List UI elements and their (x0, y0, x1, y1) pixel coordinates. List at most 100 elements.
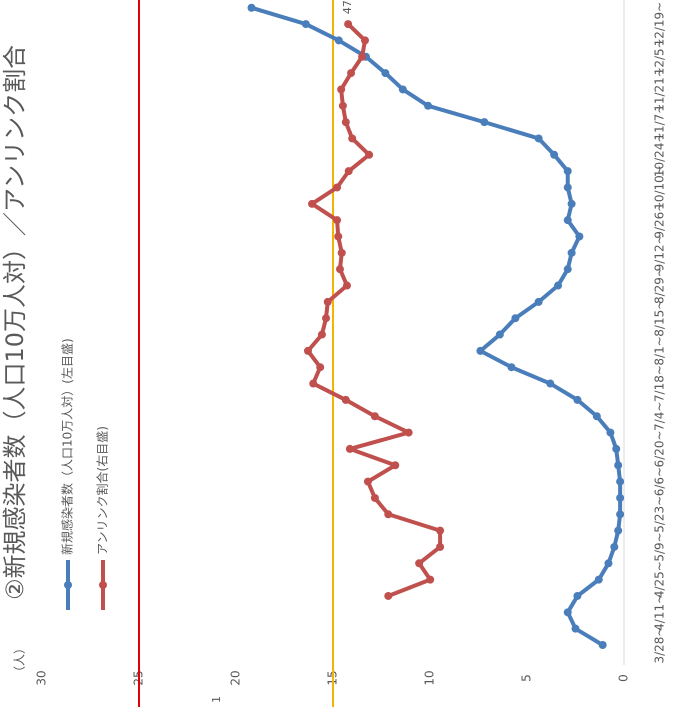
x-tick-label: 10/24~ (653, 132, 667, 177)
point (337, 248, 346, 257)
point (606, 428, 615, 437)
point (426, 575, 435, 584)
y-axis-unit: （人） (13, 642, 27, 678)
point (616, 510, 625, 519)
point (404, 428, 413, 437)
point (317, 330, 326, 339)
point (338, 101, 347, 110)
rotated-chart: ②新規感染者数（人口10万人対）／アンリンク割合 （人） 1 051015202… (1, 0, 667, 707)
point (384, 510, 393, 519)
point (534, 297, 543, 306)
point (592, 412, 601, 421)
point (598, 641, 607, 649)
point (612, 444, 621, 453)
point (550, 150, 559, 159)
point (573, 395, 582, 404)
y-tick-label: 0 (617, 674, 631, 682)
x-tick-label: 7/18~ (653, 365, 667, 402)
point (361, 36, 370, 45)
legend-label: 新規感染者数（人口10万人対）(左目盛) (60, 338, 75, 555)
point (335, 265, 344, 274)
point (363, 477, 372, 486)
x-tick-label: 4/11~ (653, 594, 667, 631)
point (415, 559, 424, 568)
point (398, 85, 407, 94)
x-tick-label: 12/19~ (653, 2, 667, 47)
point (594, 575, 603, 584)
point (370, 412, 379, 421)
point (333, 216, 342, 225)
point (347, 69, 356, 78)
point (247, 3, 256, 12)
y-tick-label: 20 (229, 670, 243, 685)
y-tick-label: 5 (520, 674, 534, 682)
point (323, 297, 332, 306)
point (436, 526, 445, 535)
x-tick-label: 9/12~ (653, 234, 667, 271)
point (334, 232, 343, 241)
x-tick-label: 3/28~ (653, 626, 667, 663)
series-line (250, 5, 623, 647)
point (495, 330, 504, 339)
point (616, 493, 625, 502)
point (303, 346, 312, 355)
point (348, 134, 357, 143)
point (604, 559, 613, 568)
point (381, 69, 390, 78)
point (480, 118, 489, 127)
point (344, 20, 353, 29)
x-tick-label: 10/10~ (653, 165, 667, 210)
point (573, 591, 582, 600)
chart-title: ②新規感染者数（人口10万人対）／アンリンク割合 (1, 45, 29, 600)
point (614, 461, 623, 470)
x-tick-label: 6/6~ (653, 467, 667, 496)
x-tick-label: 8/15~ (653, 300, 667, 337)
point (370, 493, 379, 502)
point (563, 608, 572, 617)
x-tick-label: 12/5~ (653, 38, 667, 75)
point (610, 542, 619, 551)
x-tick-label: 5/23~ (653, 496, 667, 533)
point (342, 281, 351, 290)
x-tick-label: 7/4~ (653, 402, 667, 431)
x-tick-label: 4/25~ (653, 561, 667, 598)
legend-marker (64, 581, 72, 589)
data-label: 47 (341, 0, 354, 14)
point (316, 363, 325, 372)
point (337, 85, 346, 94)
point (384, 591, 393, 600)
point (322, 314, 331, 323)
point (616, 477, 625, 486)
point (567, 248, 576, 257)
point (301, 20, 310, 29)
point (308, 199, 317, 208)
point (334, 36, 343, 45)
point (614, 526, 623, 535)
point (563, 167, 572, 176)
x-tick-label: 5/9~ (653, 532, 667, 561)
point (563, 265, 572, 274)
legend-label: アンリンク割合(右目盛) (95, 426, 110, 555)
point (511, 314, 520, 323)
note: 1 (210, 696, 223, 703)
point (476, 346, 485, 355)
point (546, 379, 555, 388)
point (391, 461, 400, 470)
point (358, 52, 367, 61)
y-tick-label: 30 (35, 670, 49, 685)
x-tick-label: 8/1~ (653, 336, 667, 365)
x-tick-label: 11/7~ (653, 104, 667, 141)
point (341, 395, 350, 404)
point (344, 167, 353, 176)
point (567, 199, 576, 208)
x-tick-label: 9/26~ (653, 202, 667, 239)
series-line (305, 22, 443, 598)
point (575, 232, 584, 241)
point (345, 444, 354, 453)
x-tick-label: 6/20~ (653, 430, 667, 467)
point (563, 183, 572, 192)
x-tick-label: 11/21~ (653, 67, 667, 112)
point (534, 134, 543, 143)
